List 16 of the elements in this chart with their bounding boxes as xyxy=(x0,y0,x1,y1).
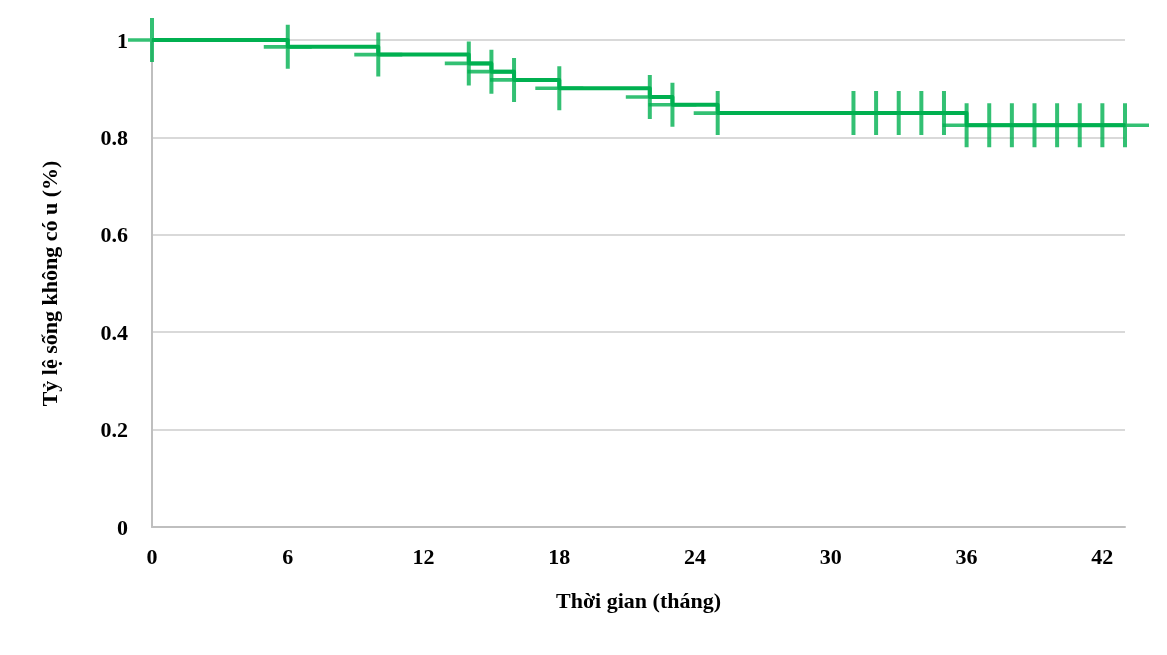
x-axis-title: Thời gian (tháng) xyxy=(556,587,721,613)
x-tick-label: 24 xyxy=(684,543,707,569)
x-tick-label: 12 xyxy=(412,543,435,569)
y-tick-label: 0.6 xyxy=(100,222,128,248)
x-tick-label: 18 xyxy=(548,543,571,569)
y-axis-title: Tỷ lệ sống không có u (%) xyxy=(36,160,62,407)
y-tick-label: 0.4 xyxy=(100,319,128,345)
y-tick-label: 1 xyxy=(117,27,128,53)
y-tick-label: 0.8 xyxy=(100,124,128,150)
y-tick-label: 0.2 xyxy=(100,417,128,443)
x-tick-label: 30 xyxy=(819,543,842,569)
x-tick-label: 6 xyxy=(282,543,294,569)
x-tick-label: 0 xyxy=(146,543,158,569)
x-tick-label: 36 xyxy=(955,543,978,569)
x-tick-label: 42 xyxy=(1091,543,1114,569)
y-tick-label: 0 xyxy=(117,514,128,540)
